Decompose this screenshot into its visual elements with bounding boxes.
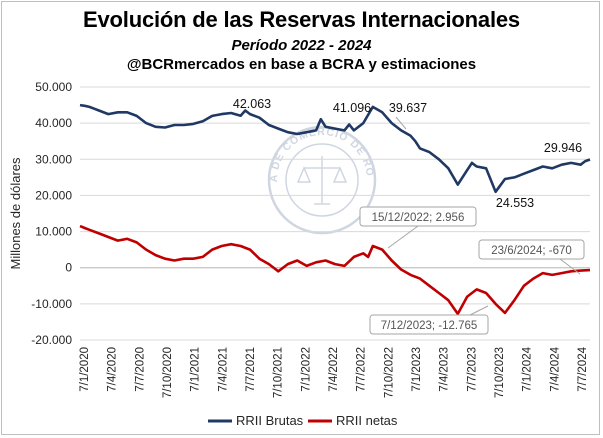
leader-line: [469, 305, 489, 316]
x-tick-label: 7/4/2022: [328, 347, 340, 392]
legend-label-rrii-brutas: RRII Brutas: [236, 413, 304, 428]
x-tick-label: 7/4/2020: [107, 347, 119, 392]
y-tick-label: -20.000: [31, 333, 72, 347]
leader-line: [395, 116, 407, 130]
y-axis-label: Millones de dólares: [8, 157, 23, 270]
leader-line: [559, 258, 581, 275]
y-tick-label: 0: [65, 261, 72, 275]
seal-outer-ring: [267, 125, 377, 235]
x-tick-label: 7/7/2020: [134, 347, 146, 392]
x-tick-label: 7/4/2021: [217, 347, 229, 392]
annotation-box: [359, 206, 477, 227]
x-tick-label: 7/4/2024: [549, 346, 561, 391]
y-tick-label: 40.000: [35, 116, 72, 130]
seal-inner-ring: [285, 143, 359, 217]
annotation-box: [478, 239, 585, 260]
chart-subtitle: Período 2022 - 2024: [231, 37, 372, 54]
x-tick-label: 7/10/2022: [383, 347, 395, 398]
x-tick-label: 7/1/2023: [411, 347, 423, 392]
data-label: 15/12/2022; 2.956: [372, 212, 465, 224]
x-tick-label: 7/1/2024: [522, 346, 534, 391]
series-line-rrii-netas: [79, 224, 591, 316]
leader-line: [387, 225, 419, 249]
x-tick-label: 7/10/2023: [494, 347, 506, 398]
data-label: 23/6/2024; -670: [491, 245, 572, 257]
series-line-rrii-brutas: [79, 103, 591, 194]
data-label: 24.553: [496, 196, 534, 210]
x-tick-label: 7/7/2022: [356, 347, 368, 392]
x-tick-label: 7/10/2020: [162, 347, 174, 398]
data-label: 42.063: [233, 97, 271, 111]
data-label: 39.637: [389, 101, 427, 115]
x-tick-label: 7/7/2021: [245, 347, 257, 392]
x-tick-label: 7/10/2021: [273, 347, 285, 398]
legend-label-rrii-netas: RRII netas: [336, 413, 398, 428]
x-tick-label: 7/7/2024: [577, 346, 589, 391]
y-tick-label: -10.000: [31, 297, 72, 311]
x-tick-label: 7/1/2020: [79, 347, 91, 392]
y-tick-label: 50.000: [35, 80, 72, 94]
data-label: 41.096: [333, 101, 371, 115]
annotation-box: [369, 314, 489, 335]
y-tick-label: 20.000: [35, 188, 72, 202]
seal-scales-icon: [296, 156, 348, 205]
y-tick-label: 10.000: [35, 225, 72, 239]
x-tick-label: 7/1/2022: [300, 347, 312, 392]
x-tick-label: 7/4/2023: [439, 347, 451, 392]
y-tick-label: 30.000: [35, 152, 72, 166]
chart-title: Evolución de las Reservas Internacionale…: [83, 7, 520, 32]
data-label: 29.946: [544, 141, 582, 155]
x-tick-label: 7/1/2021: [190, 347, 202, 392]
data-label: 7/12/2023; -12.765: [381, 320, 478, 332]
chart-source: @BCRmercados en base a BCRA y estimacion…: [126, 56, 477, 73]
x-tick-label: 7/7/2023: [466, 347, 478, 392]
